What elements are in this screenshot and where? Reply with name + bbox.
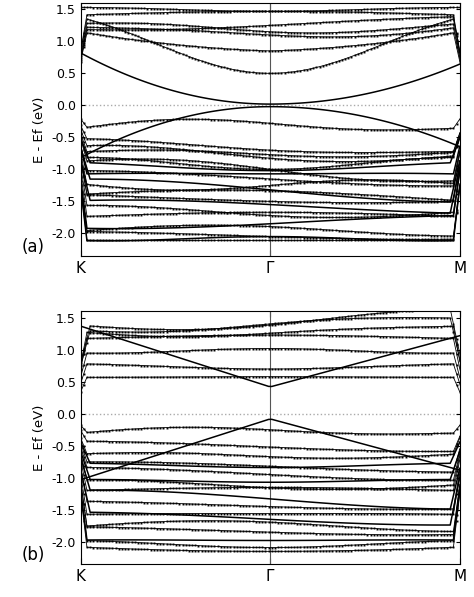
Y-axis label: E - Ef (eV): E - Ef (eV)	[33, 405, 46, 471]
Text: (b): (b)	[22, 546, 45, 564]
Text: (a): (a)	[22, 238, 45, 256]
Y-axis label: E - Ef (eV): E - Ef (eV)	[33, 96, 46, 162]
